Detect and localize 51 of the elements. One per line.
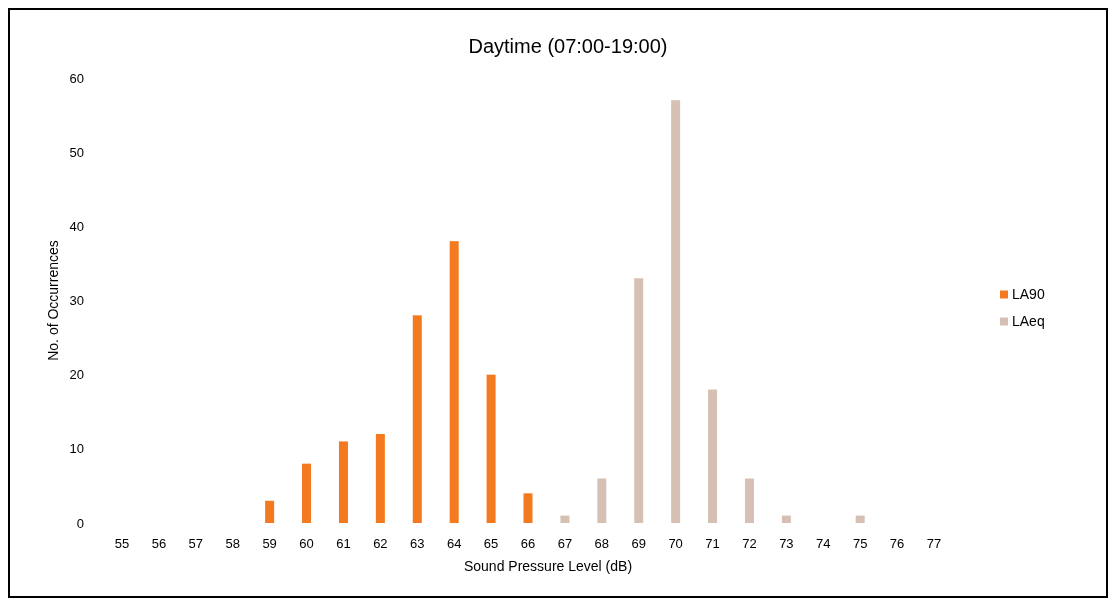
bar [634,278,644,523]
x-tick-label: 71 [705,536,720,551]
x-tick-label: 68 [594,536,610,551]
bar [338,441,348,523]
y-tick-label: 60 [69,70,84,86]
x-tick-label: 73 [779,536,794,551]
bar [744,478,754,523]
x-tick-label: 56 [151,536,167,551]
legend-label: LA90 [1012,286,1045,303]
bar [486,374,496,523]
x-axis-title: Sound Pressure Level (dB) [463,558,633,574]
y-tick-label: 10 [69,441,84,457]
x-tick-label: 60 [299,536,314,551]
bar [265,500,275,523]
bar [412,315,422,523]
bar [855,515,865,523]
x-tick-label: 77 [926,536,942,551]
bar [708,389,718,523]
bar [560,515,570,523]
x-tick-label: 57 [188,536,204,551]
legend-label: LAeq [1012,313,1045,330]
x-tick-label: 70 [668,536,683,551]
bar [375,434,385,523]
y-tick-label: 40 [69,218,84,234]
bar [597,478,607,523]
x-tick-label: 72 [742,536,757,551]
x-tick-label: 75 [852,536,868,551]
x-tick-label: 64 [446,536,462,551]
x-tick-label: 74 [816,536,831,551]
x-tick-label: 59 [262,536,277,551]
bar [449,241,459,523]
x-tick-label: 66 [520,536,536,551]
x-tick-label: 58 [225,536,240,551]
x-tick-label: 55 [114,536,130,551]
bar [302,463,312,523]
y-axis-title: No. of Occurrences [45,240,61,361]
y-tick-label: 20 [69,367,84,383]
bar [523,493,533,523]
x-tick-label: 63 [410,536,425,551]
x-tick-label: 76 [889,536,905,551]
y-tick-label: 0 [76,515,84,531]
chart-title: Daytime (07:00-19:00) [468,35,668,57]
x-tick-label: 69 [631,536,646,551]
bar [781,515,791,523]
x-tick-label: 67 [557,536,573,551]
y-tick-label: 50 [69,144,84,160]
x-tick-label: 61 [336,536,351,551]
y-tick-label: 30 [69,293,84,309]
x-tick-label: 65 [483,536,499,551]
bar [671,100,681,523]
x-tick-label: 62 [373,536,388,551]
